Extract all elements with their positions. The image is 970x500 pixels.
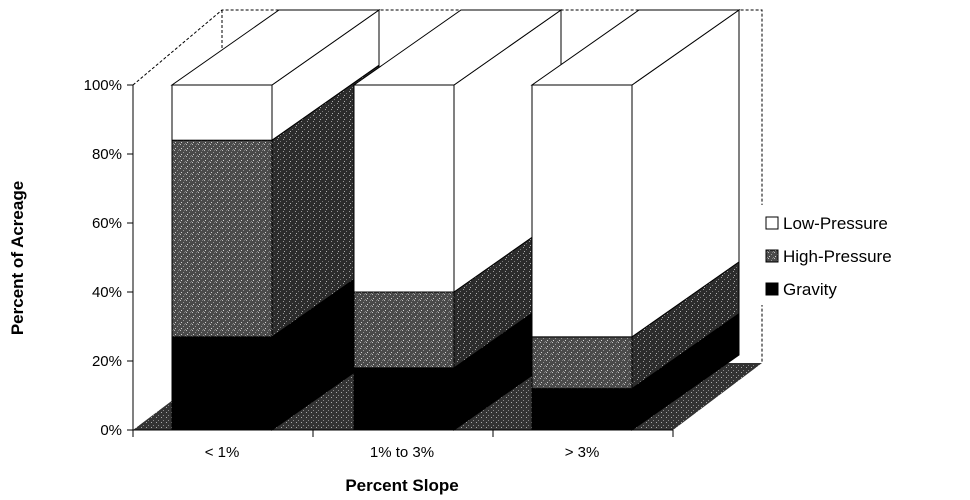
x-axis-ticks: < 1% 1% to 3% > 3% [132, 430, 674, 461]
legend-label: Gravity [783, 280, 837, 299]
y-tick-label: 80% [92, 146, 122, 163]
legend-item-low-pressure: Low-Pressure [765, 214, 888, 233]
bar-gravity-front [353, 367, 455, 431]
bar-top-face [530, 9, 741, 86]
x-tick-label: > 3% [565, 444, 600, 461]
bar-top-face [352, 9, 563, 86]
bar-high-pressure-front [531, 336, 633, 390]
legend: Low-Pressure High-Pressure Gravity [760, 205, 960, 305]
legend-item-gravity: Gravity [765, 280, 837, 299]
bar-gravity-front [171, 336, 273, 431]
bar-low-pressure-front [353, 84, 455, 293]
x-tick-label: 1% to 3% [370, 444, 434, 461]
bar-gravity-front [531, 388, 633, 431]
x-axis-title: Percent Slope [345, 476, 458, 495]
y-tick-label: 0% [100, 422, 122, 439]
legend-item-high-pressure: High-Pressure [765, 247, 892, 266]
legend-swatch [765, 216, 779, 230]
y-tick-label: 60% [92, 215, 122, 232]
legend-swatch [765, 282, 779, 296]
y-axis-title: Percent of Acreage [8, 181, 27, 335]
bars [170, 9, 741, 431]
legend-label: High-Pressure [783, 247, 892, 266]
bar-stack-1 [170, 9, 381, 431]
bar-low-pressure-front [531, 84, 633, 338]
y-tick-label: 100% [84, 77, 122, 94]
bar-low-pressure-front [171, 84, 273, 141]
y-tick-label: 20% [92, 353, 122, 370]
bar-high-pressure-front [171, 139, 273, 338]
legend-swatch [765, 249, 779, 263]
legend-label: Low-Pressure [783, 214, 888, 233]
bar-stack-2 [352, 9, 563, 431]
bar-stack-3 [530, 9, 741, 431]
y-tick-label: 40% [92, 284, 122, 301]
y-axis-ticks: 0% 20% 40% 60% 80% 100% [84, 77, 133, 439]
legend-box [760, 205, 960, 305]
bar-high-pressure-front [353, 291, 455, 369]
x-tick-label: < 1% [205, 444, 240, 461]
bar-top-face [170, 9, 381, 86]
